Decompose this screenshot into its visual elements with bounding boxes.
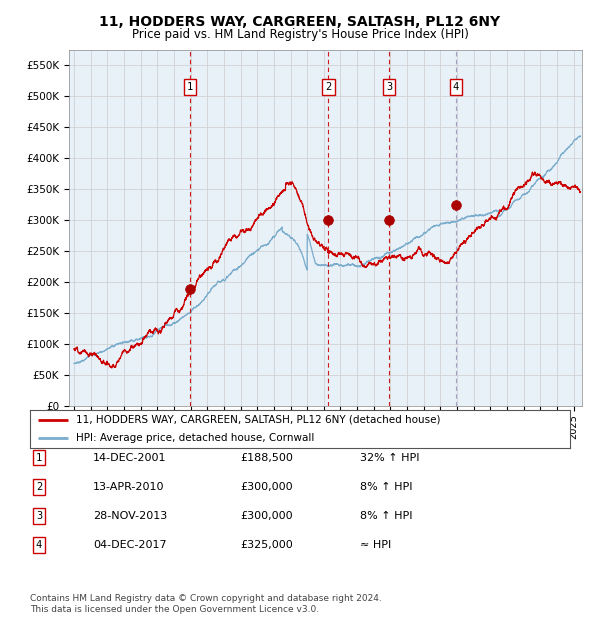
Text: 3: 3 bbox=[386, 82, 392, 92]
Text: HPI: Average price, detached house, Cornwall: HPI: Average price, detached house, Corn… bbox=[76, 433, 314, 443]
Text: 4: 4 bbox=[36, 540, 42, 550]
Text: 8% ↑ HPI: 8% ↑ HPI bbox=[360, 511, 413, 521]
Text: 11, HODDERS WAY, CARGREEN, SALTASH, PL12 6NY (detached house): 11, HODDERS WAY, CARGREEN, SALTASH, PL12… bbox=[76, 415, 440, 425]
Text: £325,000: £325,000 bbox=[240, 540, 293, 550]
Text: 1: 1 bbox=[36, 453, 42, 463]
Text: 4: 4 bbox=[452, 82, 459, 92]
Text: £300,000: £300,000 bbox=[240, 511, 293, 521]
Text: 8% ↑ HPI: 8% ↑ HPI bbox=[360, 482, 413, 492]
Text: 2: 2 bbox=[325, 82, 332, 92]
Text: 3: 3 bbox=[36, 511, 42, 521]
Text: Price paid vs. HM Land Registry's House Price Index (HPI): Price paid vs. HM Land Registry's House … bbox=[131, 28, 469, 41]
Text: 28-NOV-2013: 28-NOV-2013 bbox=[93, 511, 167, 521]
Text: 13-APR-2010: 13-APR-2010 bbox=[93, 482, 164, 492]
Text: 11, HODDERS WAY, CARGREEN, SALTASH, PL12 6NY: 11, HODDERS WAY, CARGREEN, SALTASH, PL12… bbox=[100, 16, 500, 30]
Text: Contains HM Land Registry data © Crown copyright and database right 2024.: Contains HM Land Registry data © Crown c… bbox=[30, 593, 382, 603]
Text: 32% ↑ HPI: 32% ↑ HPI bbox=[360, 453, 419, 463]
Text: 04-DEC-2017: 04-DEC-2017 bbox=[93, 540, 167, 550]
Text: 1: 1 bbox=[187, 82, 193, 92]
Text: ≈ HPI: ≈ HPI bbox=[360, 540, 391, 550]
Text: 2: 2 bbox=[36, 482, 42, 492]
Text: £300,000: £300,000 bbox=[240, 482, 293, 492]
Text: 14-DEC-2001: 14-DEC-2001 bbox=[93, 453, 167, 463]
Text: £188,500: £188,500 bbox=[240, 453, 293, 463]
Text: This data is licensed under the Open Government Licence v3.0.: This data is licensed under the Open Gov… bbox=[30, 604, 319, 614]
